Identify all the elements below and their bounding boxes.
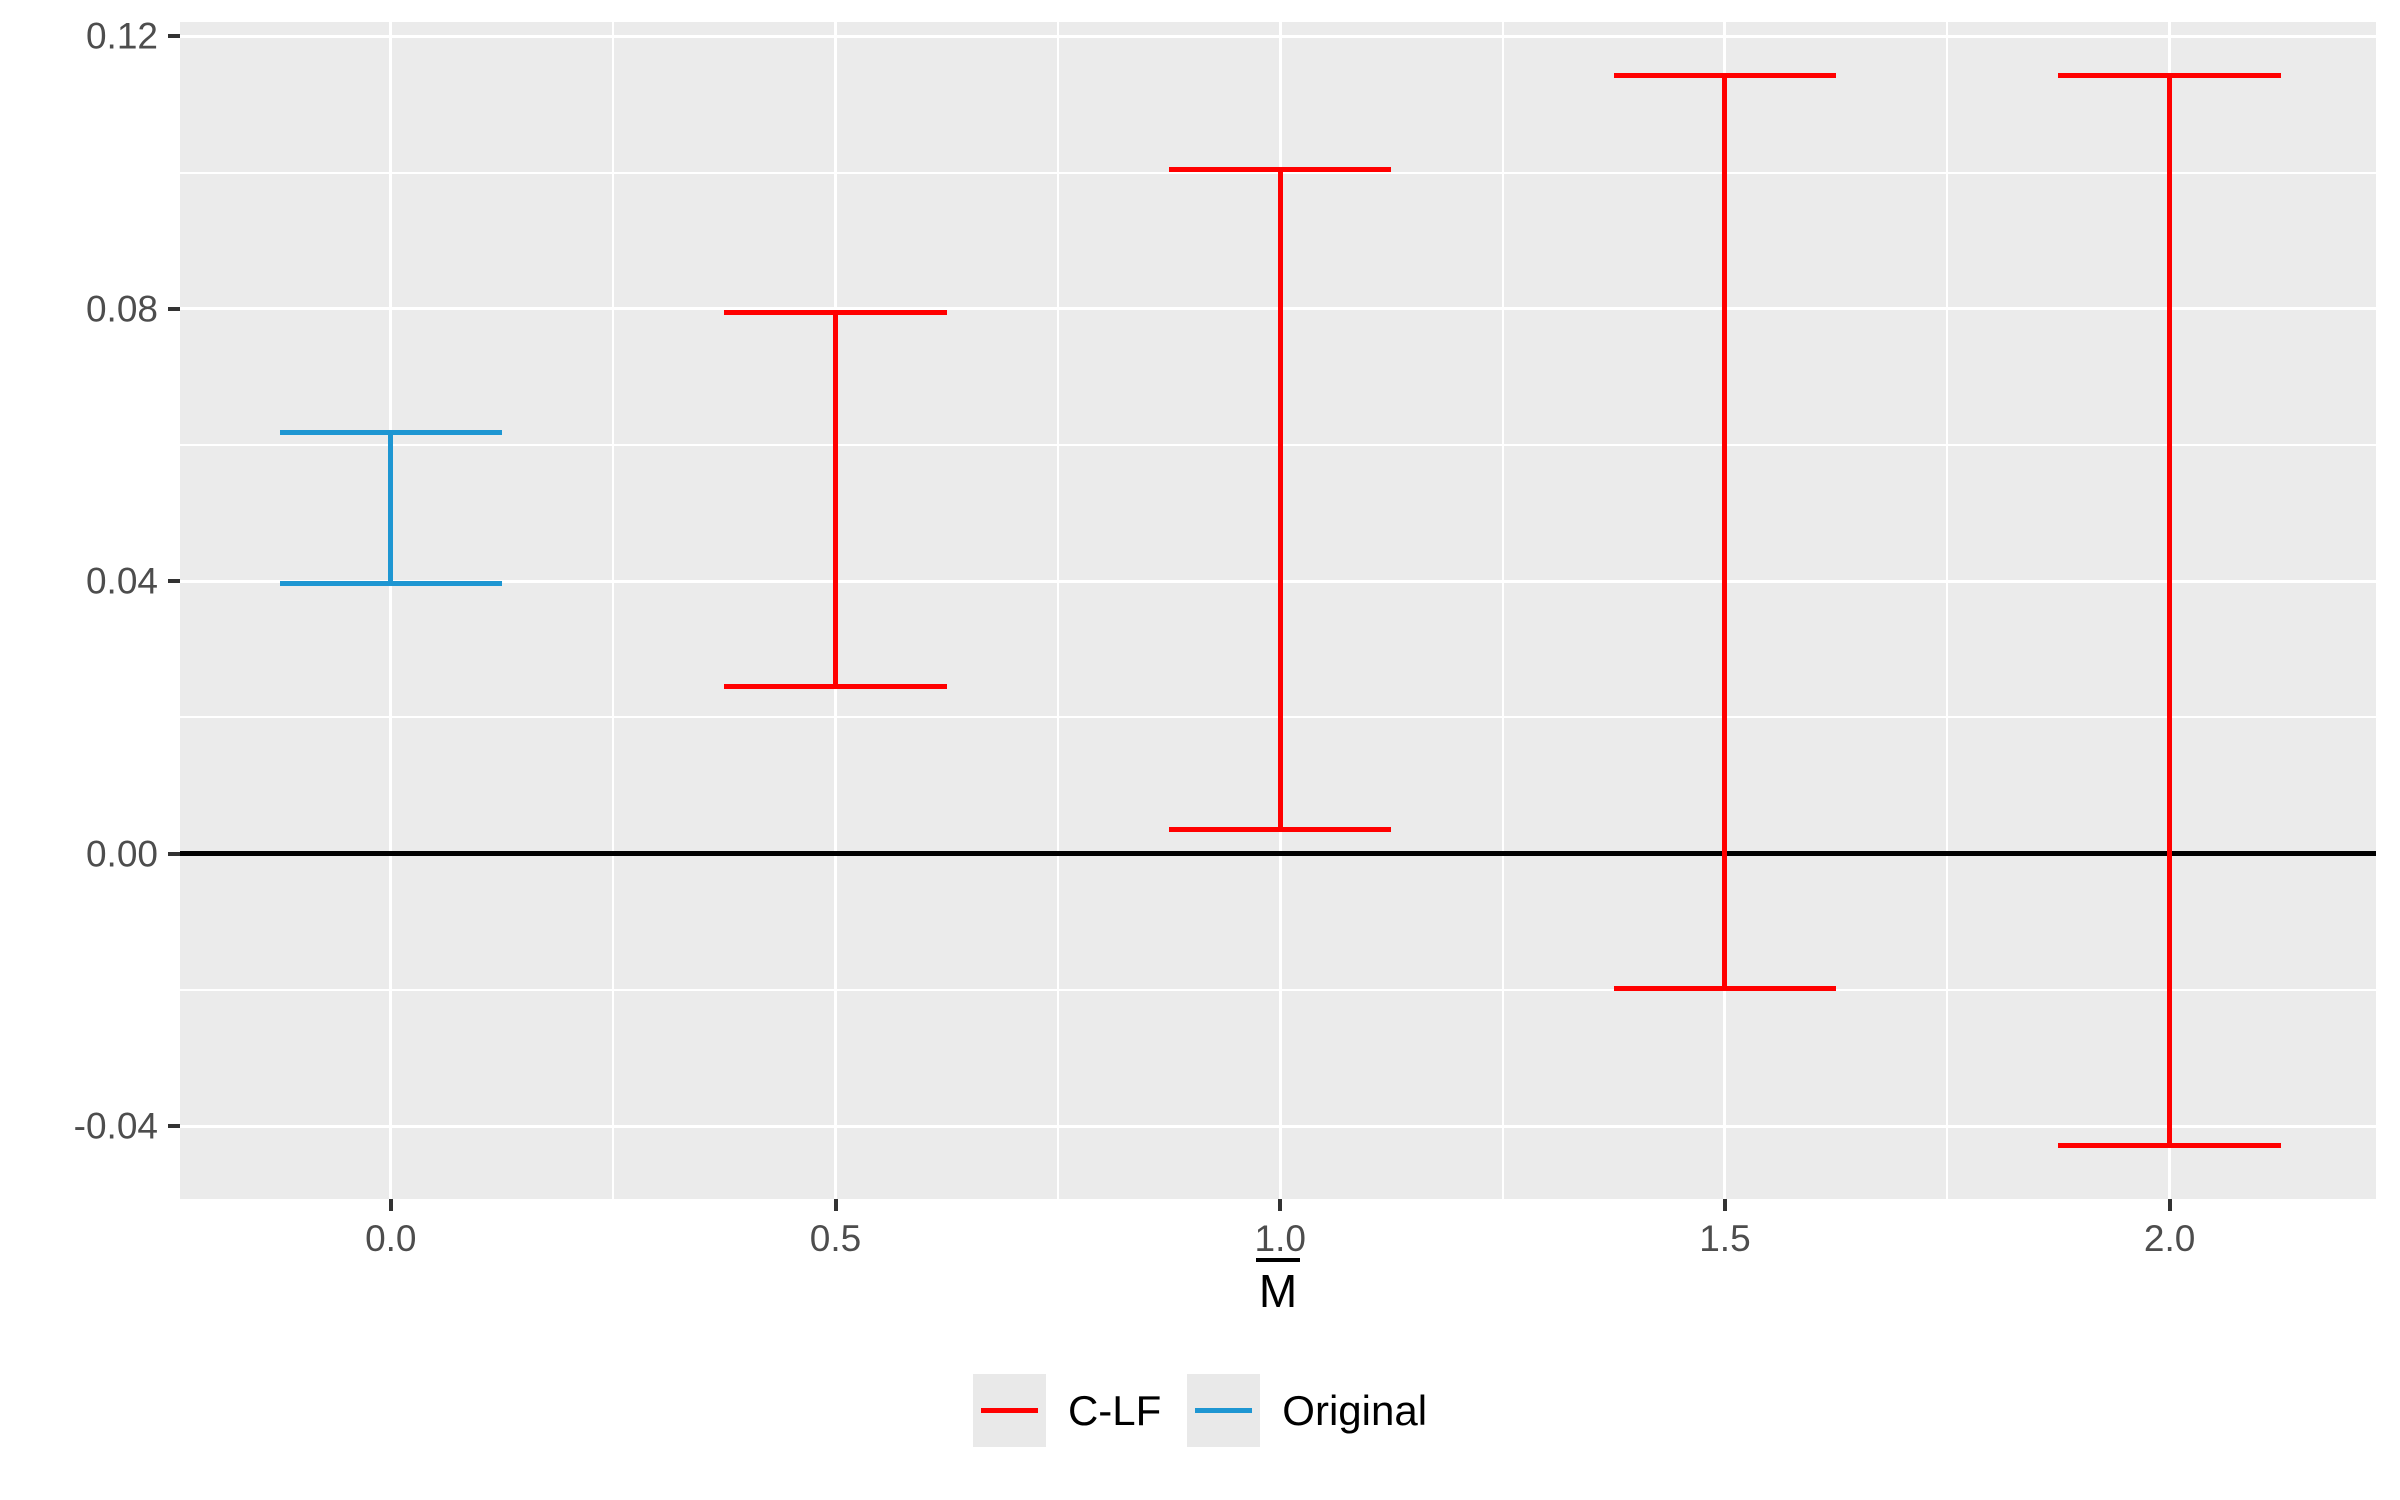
y-axis-tick [168,1124,180,1129]
errorbar-stem [833,312,838,687]
y-axis-tick [168,579,180,584]
y-axis-tick [168,34,180,39]
errorbar-stem [1722,75,1728,989]
x-axis-tick [1722,1199,1727,1211]
errorbar-cap-top [2058,73,2281,79]
x-axis-title: M [180,1258,2376,1314]
errorbar-stem [1277,169,1283,830]
x-axis-tick-label: 1.0 [1254,1218,1306,1259]
x-minor-gridline [1946,22,1949,1199]
errorbar-cap-top [279,429,502,435]
x-axis-tick [1278,1199,1283,1211]
legend-key-line [1195,1408,1253,1413]
y-axis-tick [168,851,180,856]
x-axis-tick [388,1199,393,1211]
y-major-gridline [180,34,2376,38]
errorbar-cap-bottom [1613,986,1837,992]
zero-reference-line [180,851,2376,857]
errorbar-cap-bottom [2058,1142,2281,1148]
errorbar-stem [2167,75,2173,1146]
plot-panel [180,22,2376,1199]
legend-key [972,1374,1046,1447]
errorbar-cap-top [1613,73,1837,79]
errorbar-cap-top [724,309,947,315]
y-axis-tick-label: -0.04 [73,1105,158,1147]
y-axis-tick-label: 0.00 [85,833,158,875]
legend-label: Original [1282,1386,1428,1434]
x-axis-tick [833,1199,838,1211]
x-axis-tick-label: 0.0 [365,1218,417,1259]
x-axis-tick-label: 2.0 [2143,1218,2196,1259]
errorbar-cap-top [1169,167,1392,173]
legend-item-c-lf: C-LF [972,1374,1162,1447]
y-minor-gridline [180,988,2376,991]
y-axis-tick-label: 0.08 [85,288,158,330]
x-axis-tick-label: 0.5 [809,1218,862,1259]
y-axis-tick-label: 0.12 [85,15,158,57]
x-minor-gridline [1501,22,1504,1199]
legend-label: C-LF [1067,1386,1162,1434]
x-minor-gridline [612,22,615,1199]
x-axis-tick [2167,1199,2172,1211]
x-major-gridline [389,22,393,1199]
legend: C-LF Original [0,1374,2400,1447]
errorbar-cap-bottom [1169,827,1392,833]
errorbar-cap-bottom [279,581,502,587]
errorbar-cap-bottom [724,684,947,690]
legend-item-original: Original [1187,1374,1427,1447]
legend-key-line [980,1408,1038,1413]
y-axis-tick [168,306,180,311]
legend-key [1187,1374,1261,1447]
errorbar-stem [388,432,394,584]
x-axis-tick-label: 1.5 [1699,1218,1751,1259]
y-axis-tick-label: 0.04 [85,560,158,602]
x-axis-title-mbar: M [1255,1258,1301,1314]
x-minor-gridline [1056,22,1059,1199]
y-major-gridline [180,1124,2376,1128]
